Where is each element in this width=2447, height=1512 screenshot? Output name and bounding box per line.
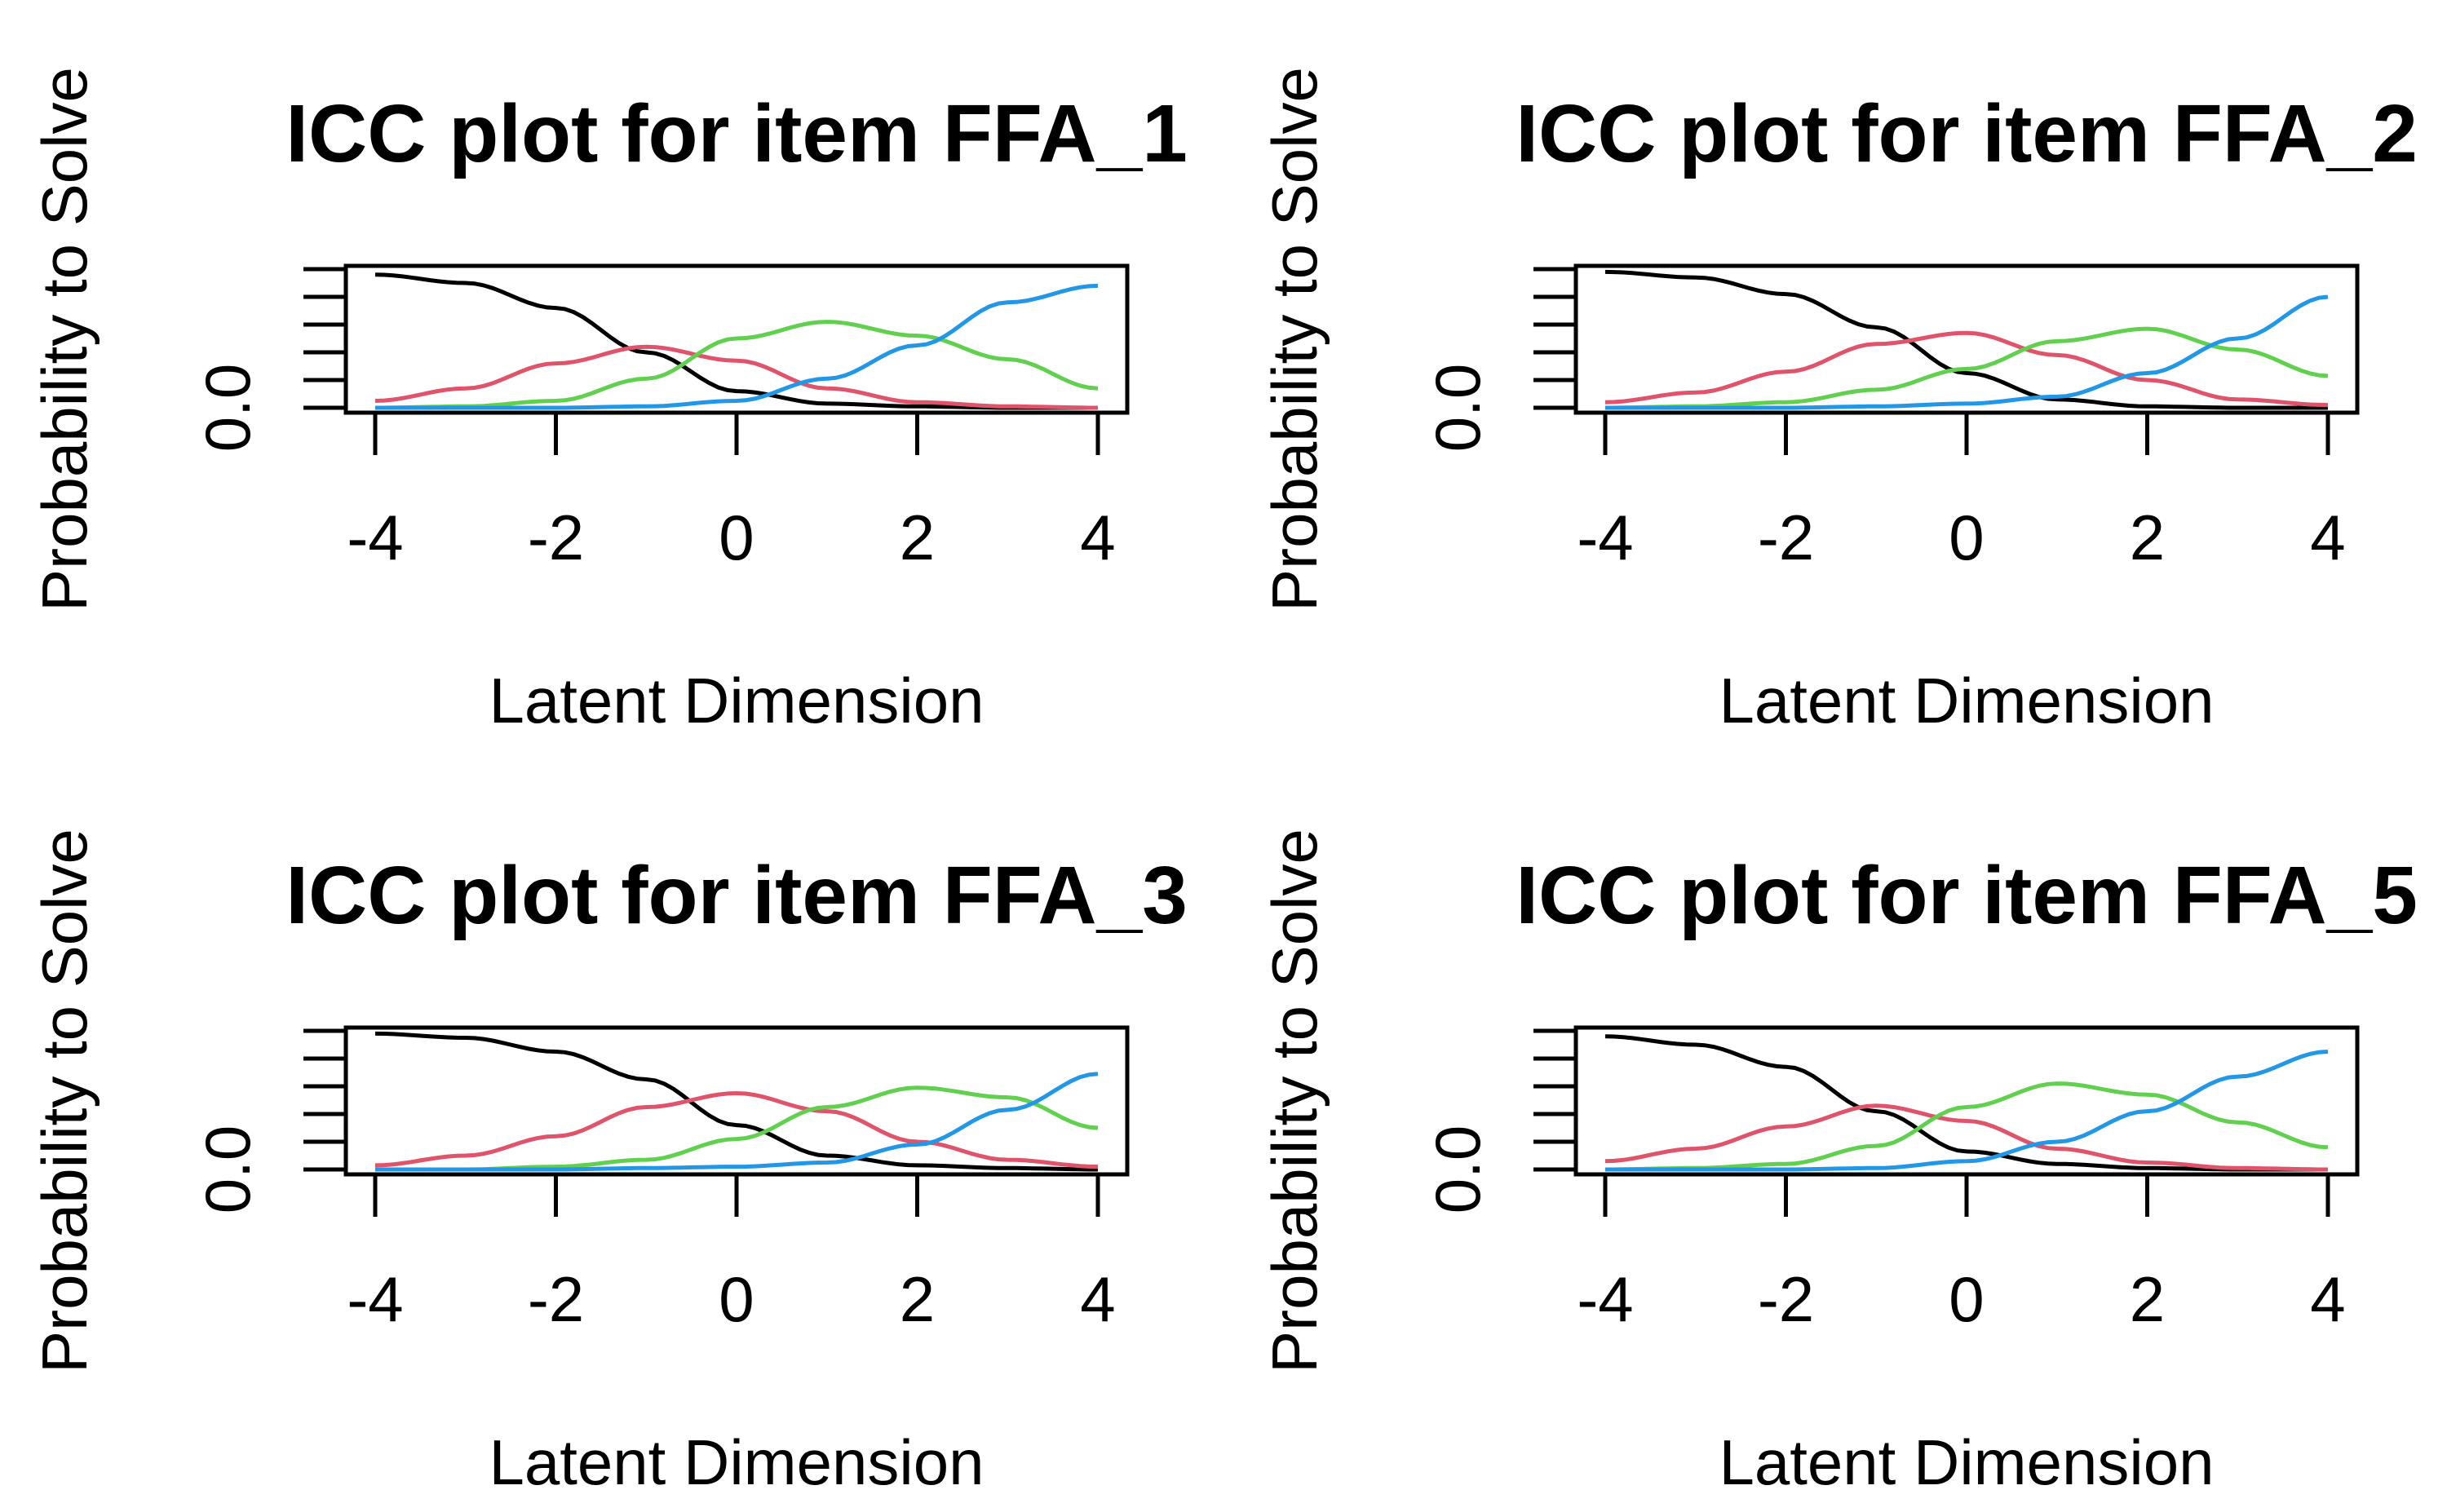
icc-curve-category-1 [374, 1090, 1099, 1169]
icc-panel-4: ICC plot for item FFA_5 Probability to So… [1259, 829, 2418, 1498]
icc-curve-category-0 [1604, 1034, 2328, 1172]
x-axis-label: Latent Dimension [489, 665, 984, 736]
icc-panel-2: ICC plot for item FFA_2 Probability to So… [1259, 67, 2418, 736]
y-axis-label: Probability to Solve [1259, 829, 1330, 1373]
x-tick-label: -4 [347, 502, 403, 573]
x-tick-label: -2 [528, 1263, 584, 1335]
x-tick-label: 0 [1949, 502, 1984, 573]
icc-curve-category-3 [1605, 1050, 2329, 1172]
icc-curve-category-1 [1604, 330, 2329, 408]
chart-title: ICC plot for item FFA_1 [285, 88, 1188, 179]
y-axis-label: Probability to Solve [1259, 67, 1330, 612]
icc-curve-category-3 [375, 283, 1099, 410]
y-axis-label: Probability to Solve [29, 67, 100, 612]
x-tick-label: -4 [347, 1263, 403, 1335]
y-tick-label: 0.0 [192, 364, 263, 452]
y-axis-label: Probability to Solve [29, 829, 100, 1373]
chart-title: ICC plot for item FFA_5 [1516, 850, 2418, 941]
x-tick-label: 2 [2130, 1263, 2165, 1335]
x-tick-label: -2 [528, 502, 584, 573]
x-tick-label: -2 [1758, 1263, 1814, 1335]
y-tick-label: 0.0 [1422, 364, 1493, 452]
icc-curve-category-0 [1604, 269, 2328, 410]
chart-title: ICC plot for item FFA_3 [285, 850, 1188, 941]
icc-curve-category-1 [374, 344, 1098, 410]
y-tick-label: 0.0 [192, 1125, 263, 1214]
x-tick-label: 4 [2310, 1263, 2345, 1335]
x-tick-label: 0 [1949, 1263, 1984, 1335]
x-tick-label: 4 [1080, 1263, 1115, 1335]
chart-title: ICC plot for item FFA_2 [1516, 88, 2418, 179]
x-axis-label: Latent Dimension [1719, 665, 2214, 736]
icc-curve-category-3 [1605, 294, 2329, 410]
icc-curve-category-2 [1605, 326, 2329, 410]
icc-panel-1: ICC plot for item FFA_1 Probability to So… [29, 67, 1188, 736]
icc-curve-category-0 [374, 272, 1098, 410]
x-tick-label: 4 [2310, 502, 2345, 573]
x-tick-label: -4 [1577, 1263, 1633, 1335]
icc-curve-category-2 [375, 320, 1099, 410]
icc-curve-category-0 [374, 1031, 1098, 1172]
x-tick-label: 2 [900, 1263, 935, 1335]
x-tick-label: 4 [1080, 502, 1115, 573]
x-axis-label: Latent Dimension [489, 1426, 984, 1498]
x-axis-label: Latent Dimension [1719, 1426, 2214, 1498]
plot-frame [343, 1025, 1130, 1177]
x-tick-label: 0 [719, 502, 754, 573]
icc-panel-3: ICC plot for item FFA_3 Probability to So… [29, 829, 1188, 1498]
x-tick-label: 2 [900, 502, 935, 573]
y-tick-label: 0.0 [1422, 1125, 1493, 1214]
x-tick-label: -2 [1758, 502, 1814, 573]
icc-curve-category-2 [1605, 1081, 2329, 1172]
x-tick-label: -4 [1577, 502, 1633, 573]
icc-curve-category-1 [1604, 1103, 2328, 1172]
icc-curve-category-3 [375, 1072, 1099, 1172]
x-tick-label: 0 [719, 1263, 754, 1335]
x-tick-label: 2 [2130, 502, 2165, 573]
